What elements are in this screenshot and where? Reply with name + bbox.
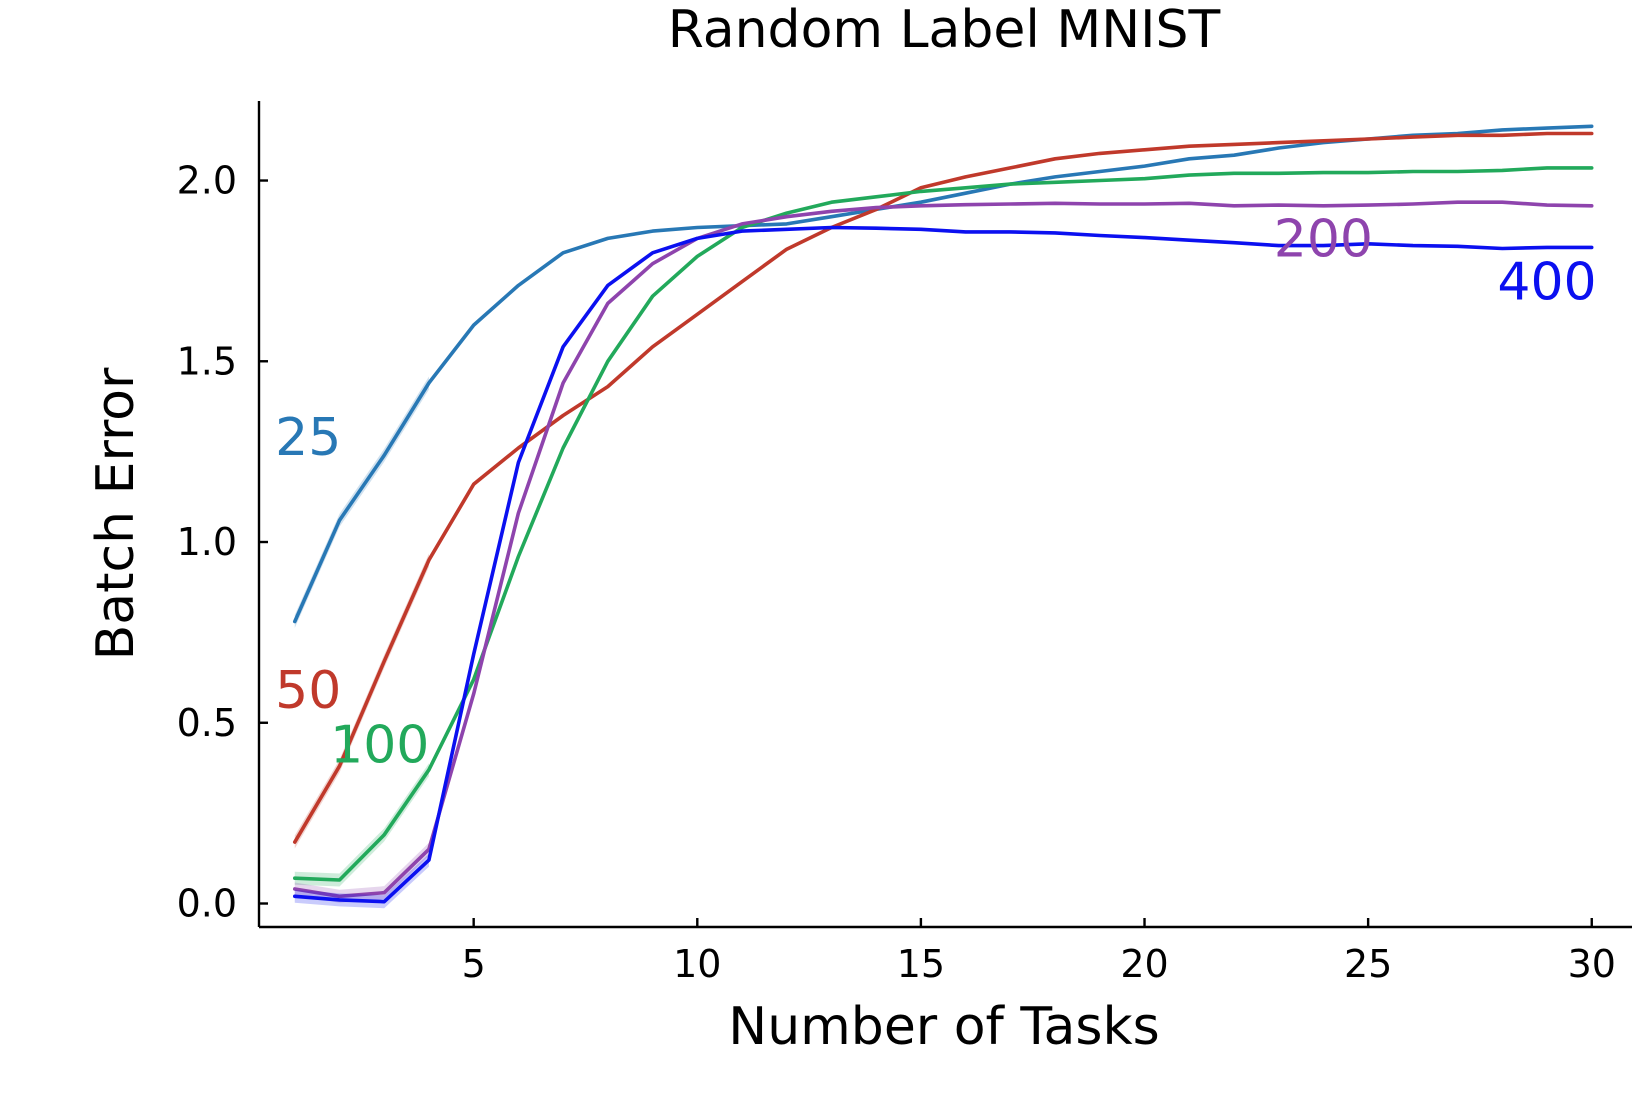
series-line-50 [292,131,1594,844]
series-line-400 [292,225,1594,904]
series-band-200 [294,842,429,903]
y-tick-label: 0.0 [177,882,237,926]
x-tick-label: 15 [897,942,945,986]
series-label-400: 400 [1497,253,1596,313]
x-tick-label: 25 [1344,942,1392,986]
series-line-25 [292,124,1594,624]
series-label-100: 100 [330,715,429,775]
y-tick-label: 0.5 [177,701,237,745]
series-label-50: 50 [275,661,341,721]
x-tick-label: 20 [1120,942,1168,986]
x-tick-label: 10 [673,942,721,986]
y-axis-label: Batch Error [86,367,146,660]
x-axis-ticks: 5 10 15 20 25 30 [462,918,1616,986]
plot-area [292,124,1594,909]
series-line-100 [292,166,1594,882]
x-tick-label: 5 [462,942,486,986]
x-axis-label: Number of Tasks [728,997,1159,1057]
series-label-25: 25 [275,408,341,468]
y-tick-label: 1.5 [177,339,237,383]
series-label-200: 200 [1274,209,1373,269]
y-tick-label: 2.0 [177,159,237,203]
y-tick-label: 1.0 [177,520,237,564]
series-band-100 [294,763,429,887]
series-band-400 [294,853,429,909]
y-axis-ticks: 0.0 0.5 1.0 1.5 2.0 [177,159,268,926]
series-line-200 [292,200,1594,899]
chart-title: Random Label MNIST [668,0,1221,60]
x-tick-label: 30 [1568,942,1616,986]
